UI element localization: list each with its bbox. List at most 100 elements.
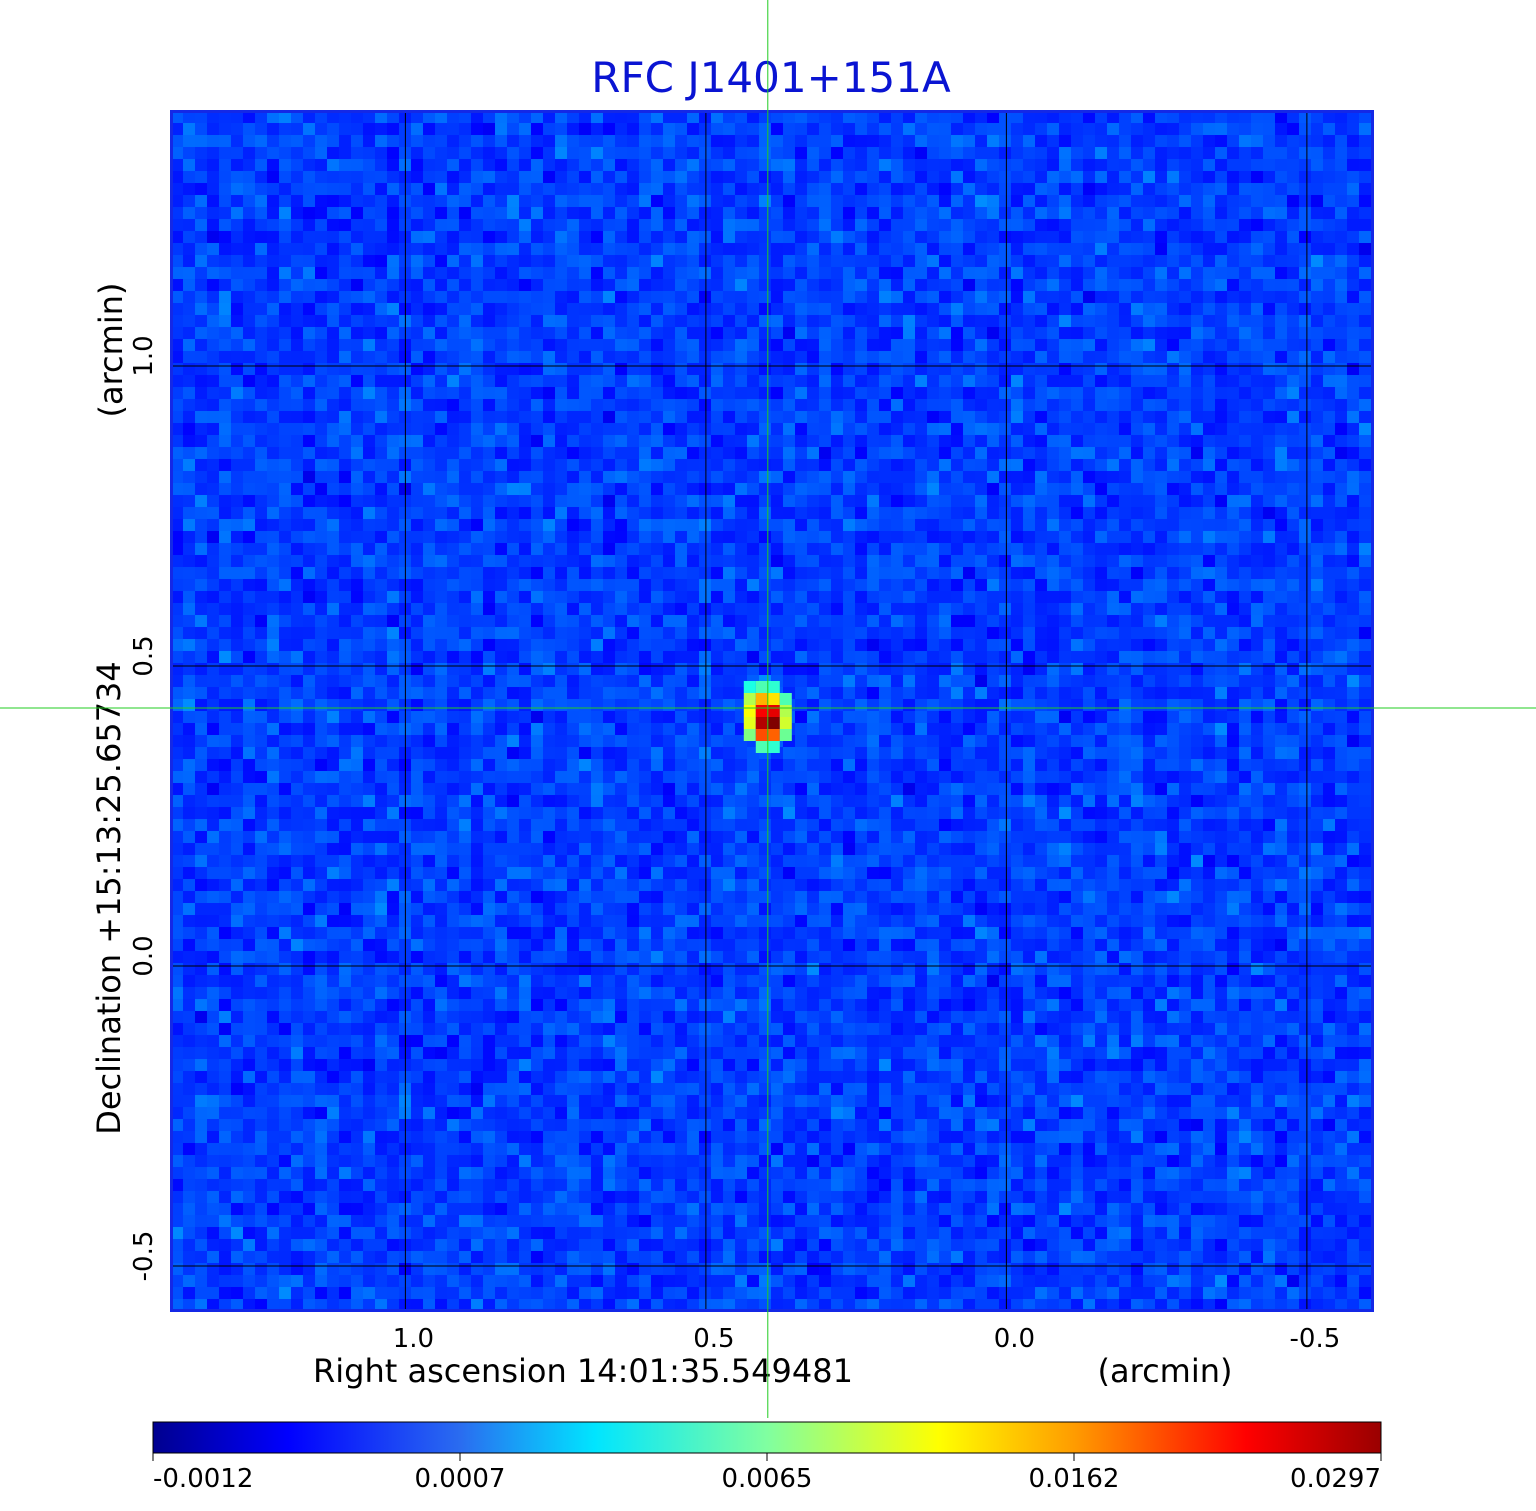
heatmap-cell [1179, 159, 1191, 171]
heatmap-cell [279, 243, 291, 255]
heatmap-cell [1287, 543, 1299, 555]
heatmap-cell [459, 471, 471, 483]
heatmap-cell [1227, 387, 1239, 399]
heatmap-cell [195, 507, 207, 519]
heatmap-cell [219, 459, 231, 471]
heatmap-cell [819, 507, 831, 519]
heatmap-cell [183, 531, 195, 543]
heatmap-cell [1239, 111, 1251, 123]
heatmap-cell [375, 315, 387, 327]
heatmap-cell [435, 495, 447, 507]
heatmap-cell [735, 579, 747, 591]
heatmap-cell [291, 255, 303, 267]
heatmap-cell [1119, 639, 1131, 651]
heatmap-cell [1215, 399, 1227, 411]
heatmap-cell [1335, 687, 1347, 699]
heatmap-cell [1023, 615, 1035, 627]
heatmap-cell [879, 627, 891, 639]
heatmap-cell [699, 579, 711, 591]
heatmap-cell [735, 435, 747, 447]
heatmap-cell [1215, 411, 1227, 423]
heatmap-cell [831, 531, 843, 543]
heatmap-cell [327, 615, 339, 627]
heatmap-cell [207, 363, 219, 375]
heatmap-cell [651, 519, 663, 531]
heatmap-cell [675, 687, 687, 699]
heatmap-cell [1263, 171, 1275, 183]
heatmap-cell [339, 267, 351, 279]
heatmap-cell [567, 255, 579, 267]
heatmap-cell [1131, 483, 1143, 495]
heatmap-cell [1335, 171, 1347, 183]
heatmap-cell [867, 447, 879, 459]
heatmap-cell [999, 387, 1011, 399]
heatmap-cell [1011, 447, 1023, 459]
heatmap-cell [795, 567, 807, 579]
heatmap-cell [1239, 603, 1251, 615]
heatmap-cell [315, 339, 327, 351]
heatmap-cell [303, 591, 315, 603]
heatmap-cell [363, 111, 375, 123]
heatmap-cell [183, 579, 195, 591]
heatmap-cell [1179, 219, 1191, 231]
heatmap-cell [687, 111, 699, 123]
heatmap-cell [519, 567, 531, 579]
heatmap-cell [1203, 651, 1215, 663]
heatmap-cell [987, 483, 999, 495]
heatmap-cell [615, 303, 627, 315]
heatmap-cell [999, 615, 1011, 627]
heatmap-cell [735, 279, 747, 291]
heatmap-cell [927, 471, 939, 483]
heatmap-cell [591, 135, 603, 147]
heatmap-cell [915, 639, 927, 651]
heatmap-cell [1275, 135, 1287, 147]
heatmap-cell [1287, 411, 1299, 423]
heatmap-cell [855, 339, 867, 351]
heatmap-cell [963, 603, 975, 615]
heatmap-cell [351, 351, 363, 363]
heatmap-cell [183, 411, 195, 423]
heatmap-cell [327, 363, 339, 375]
heatmap-cell [1287, 399, 1299, 411]
heatmap-cell [663, 231, 675, 243]
heatmap-cell [783, 627, 795, 639]
heatmap-cell [1323, 579, 1335, 591]
heatmap-cell [735, 639, 747, 651]
heatmap-cell [567, 219, 579, 231]
heatmap-cell [1035, 195, 1047, 207]
heatmap-cell [375, 267, 387, 279]
heatmap-cell [303, 279, 315, 291]
heatmap-cell [723, 447, 735, 459]
heatmap-cell [207, 603, 219, 615]
heatmap-cell [243, 459, 255, 471]
heatmap-cell [1359, 123, 1371, 135]
heatmap-cell [1071, 291, 1083, 303]
heatmap-cell [1143, 339, 1155, 351]
heatmap-cell [723, 603, 735, 615]
heatmap-cell [1347, 231, 1359, 243]
heatmap-cell [1299, 663, 1311, 675]
heatmap-cell [1287, 615, 1299, 627]
heatmap-cell [951, 387, 963, 399]
heatmap-cell [423, 363, 435, 375]
heatmap-cell [759, 663, 771, 675]
heatmap-cell [915, 195, 927, 207]
heatmap-cell [315, 159, 327, 171]
heatmap-cell [1263, 591, 1275, 603]
heatmap-cell [303, 663, 315, 675]
heatmap-cell [243, 291, 255, 303]
heatmap-cell [1359, 303, 1371, 315]
heatmap-cell [1095, 111, 1107, 123]
heatmap-cell [267, 567, 279, 579]
heatmap-cell [459, 699, 471, 711]
heatmap-cell [1359, 567, 1371, 579]
heatmap-cell [1251, 399, 1263, 411]
heatmap-cell [411, 231, 423, 243]
heatmap-cell [555, 495, 567, 507]
heatmap-cell [1023, 579, 1035, 591]
heatmap-cell [447, 279, 459, 291]
heatmap-cell [723, 615, 735, 627]
heatmap-cell [351, 447, 363, 459]
heatmap-cell [831, 231, 843, 243]
heatmap-cell [759, 351, 771, 363]
